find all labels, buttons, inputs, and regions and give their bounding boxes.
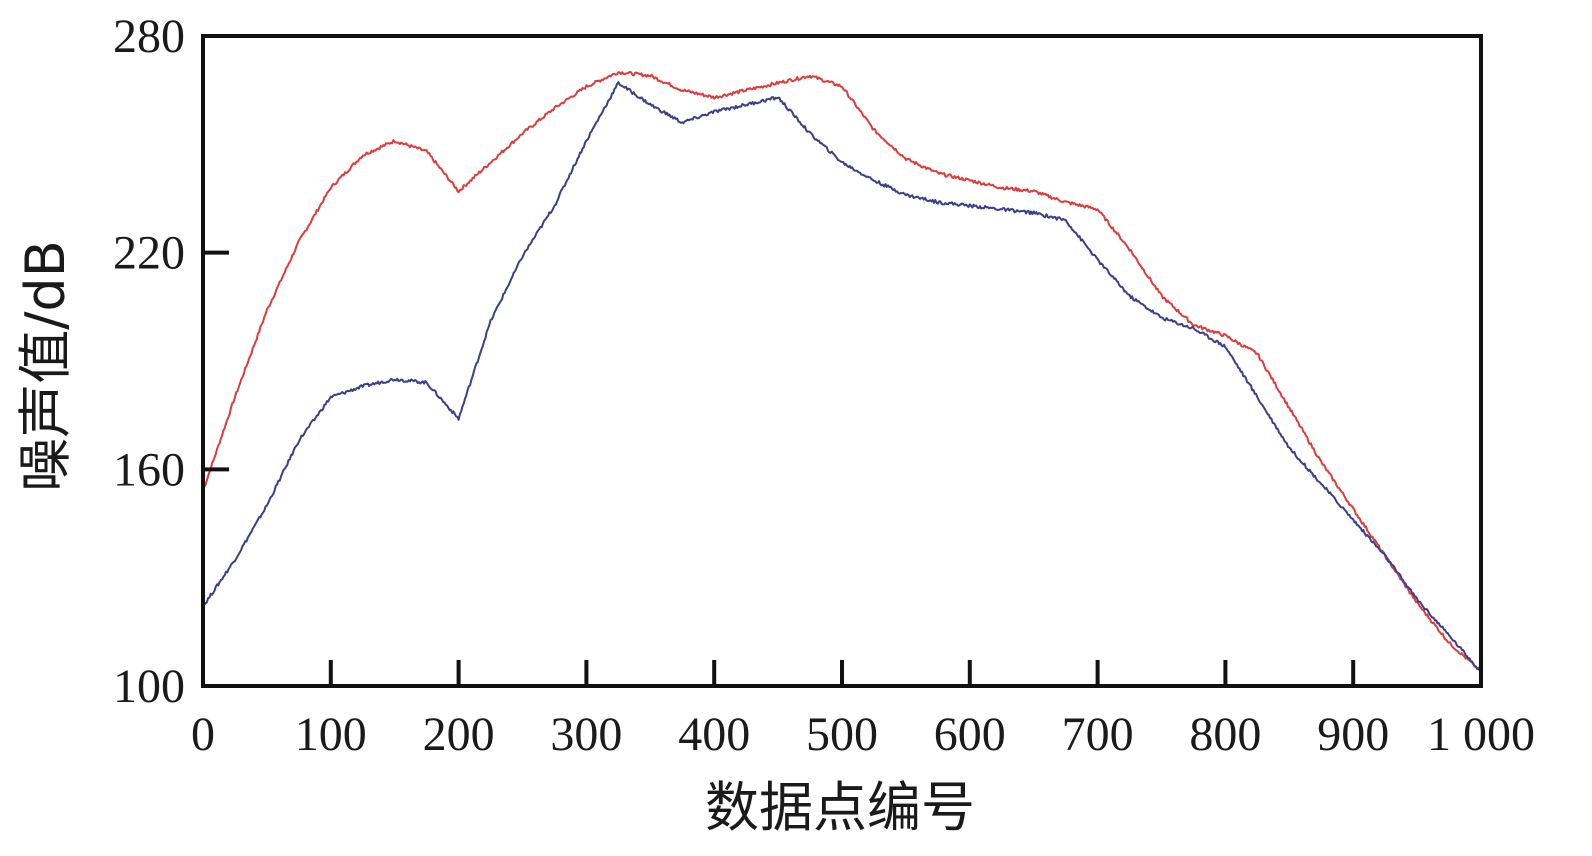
y-tick-label: 160 (113, 443, 185, 496)
y-tick-label: 280 (113, 10, 185, 63)
x-tick-label: 100 (295, 708, 367, 761)
x-tick-label: 200 (423, 708, 495, 761)
x-tick-label: 500 (806, 708, 878, 761)
y-tick-label: 100 (113, 660, 185, 713)
x-tick-label: 300 (550, 708, 622, 761)
x-tick-label: 900 (1317, 708, 1389, 761)
labels-layer: 0 100 200 300 400 500 600 700 800 900 1 0001001602… (113, 10, 1535, 761)
series-layer (202, 70, 1482, 673)
x-tick-label: 600 (934, 708, 1006, 761)
x-tick-label: 800 (1189, 708, 1261, 761)
ticks-layer (203, 250, 1356, 686)
x-tick-label: 1 000 (1427, 708, 1535, 761)
series-line-2 (202, 81, 1482, 673)
plot-frame (201, 34, 1483, 688)
y-axis-title: 噪声值/dB (14, 240, 77, 492)
series-line-1 (202, 70, 1482, 673)
y-tick-label: 220 (113, 227, 185, 280)
x-tick-label: 700 (1062, 708, 1134, 761)
x-tick-label: 0 (191, 708, 215, 761)
x-tick-label: 400 (678, 708, 750, 761)
x-axis-title: 数据点编号 (705, 776, 975, 839)
